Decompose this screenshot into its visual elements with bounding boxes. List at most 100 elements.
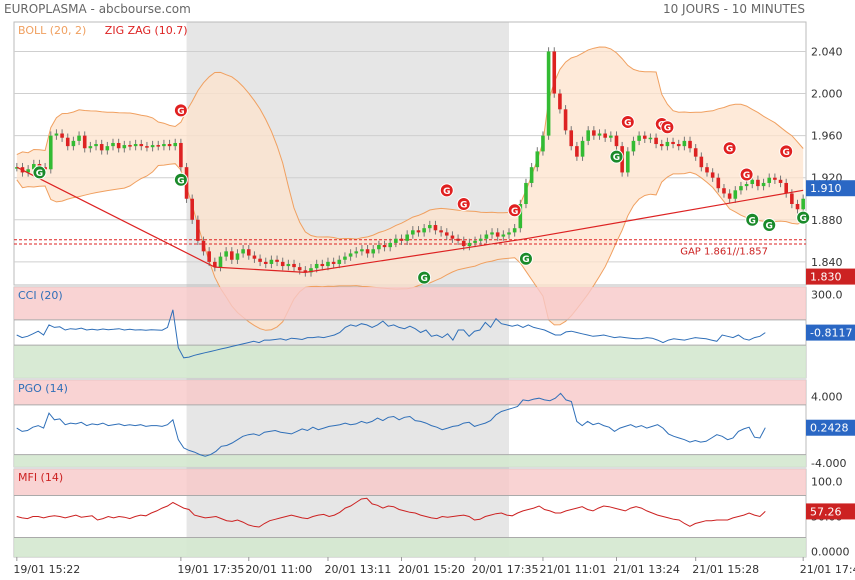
candle-body xyxy=(558,93,562,110)
signal-r-marker xyxy=(660,120,675,135)
price-tick-label: 1.880 xyxy=(811,214,843,227)
candle-body xyxy=(116,142,121,149)
candle-body xyxy=(552,51,557,94)
mfi-tick-label: 100.0 xyxy=(811,476,843,489)
candle-body xyxy=(71,140,76,147)
cci-tick-label: 300.0 xyxy=(811,289,843,302)
signal-r-marker-letter: G xyxy=(460,200,467,210)
signal-r-marker xyxy=(739,167,754,182)
candle-body xyxy=(637,135,641,141)
signal-r-marker xyxy=(620,114,635,129)
candle-body xyxy=(156,145,161,147)
signal-g-marker-letter: G xyxy=(799,214,806,224)
signal-r-marker xyxy=(507,203,522,218)
pgo-tick-label: 4.000 xyxy=(811,391,843,404)
candle-body xyxy=(405,234,409,241)
candle-body xyxy=(399,238,404,241)
mfi-line xyxy=(16,497,766,528)
candle-body xyxy=(337,259,342,264)
candle-body xyxy=(105,146,110,151)
signal-g-marker xyxy=(518,251,533,266)
candle-body xyxy=(490,232,494,235)
price-tick-label: 1.960 xyxy=(811,130,843,143)
candle-body xyxy=(535,151,540,168)
candle-body xyxy=(790,193,794,204)
candle-body xyxy=(292,263,296,268)
candle-body xyxy=(331,261,336,264)
candle-body xyxy=(150,145,155,148)
candle-body xyxy=(275,259,279,262)
candle-body xyxy=(456,238,460,241)
candle-body xyxy=(699,156,704,168)
signal-g-marker-letter: G xyxy=(749,216,756,226)
candle-body xyxy=(478,238,483,241)
price-tick-label: 2.000 xyxy=(811,88,843,101)
candle-body xyxy=(263,261,268,264)
candle-body xyxy=(309,268,313,273)
candle-body xyxy=(597,133,602,136)
signal-r-marker xyxy=(722,141,737,156)
candle-body xyxy=(512,228,517,233)
x-tick-label: 20/01 15:20 xyxy=(398,563,465,576)
candle-body xyxy=(563,109,568,131)
candle-body xyxy=(241,249,245,254)
candle-body xyxy=(716,177,721,189)
candle-body xyxy=(162,144,166,147)
candle-body xyxy=(603,133,607,138)
pgo-line xyxy=(16,392,766,457)
candle-body xyxy=(235,253,240,260)
signal-r-marker-letter: G xyxy=(443,187,450,197)
candle-body xyxy=(15,167,19,169)
candle-body xyxy=(665,141,670,147)
signal-r-marker-letter: G xyxy=(664,124,671,134)
candle-body xyxy=(26,169,30,173)
cci-oversold-zone xyxy=(14,345,806,378)
cci-line xyxy=(16,309,766,359)
candle-body xyxy=(444,232,449,236)
candle-body xyxy=(428,225,432,229)
legend-entry: ZIG ZAG (10.7) xyxy=(105,24,188,37)
cci-title: CCI (20) xyxy=(18,289,63,302)
signal-g-marker-letter: G xyxy=(177,176,184,186)
period-label: 10 JOURS - 10 MINUTES xyxy=(662,2,805,16)
x-tick-label: 21/01 13:24 xyxy=(613,563,680,576)
candle-body xyxy=(501,234,506,237)
x-tick-label: 20/01 17:35 xyxy=(472,563,539,576)
candle-body xyxy=(201,240,206,252)
signal-g-marker-letter: G xyxy=(522,255,529,265)
signal-r-marker-letter: G xyxy=(743,171,750,181)
x-tick-label: 21/01 11:01 xyxy=(539,563,606,576)
candle-body xyxy=(654,137,658,145)
candle-body xyxy=(128,145,132,147)
low-price-value: 1.830 xyxy=(810,271,842,284)
candle-body xyxy=(280,261,285,267)
signal-g-marker xyxy=(762,218,777,233)
candle-body xyxy=(252,255,257,259)
signal-g-marker-letter: G xyxy=(420,274,427,284)
candle-body xyxy=(43,167,47,170)
candle-body xyxy=(122,145,127,149)
candle-body xyxy=(609,135,613,138)
candle-body xyxy=(314,263,319,269)
candle-body xyxy=(586,130,590,141)
low-price-badge xyxy=(806,268,855,285)
cci-last-badge xyxy=(806,324,855,341)
bollinger-upper xyxy=(16,46,804,240)
candle-body xyxy=(705,167,709,173)
bollinger-fill xyxy=(16,47,804,331)
candle-body xyxy=(145,146,149,148)
candle-body xyxy=(744,184,749,187)
price-tick-label: 2.040 xyxy=(811,45,843,58)
candle-body xyxy=(269,259,274,264)
candle-body xyxy=(213,261,217,268)
signal-g-marker xyxy=(173,172,188,187)
signal-g-marker xyxy=(32,165,47,180)
signal-r-marker-letter: G xyxy=(783,148,790,158)
mfi-overbought-zone xyxy=(14,469,806,496)
candle-body xyxy=(518,203,523,229)
price-tick-label: 1.840 xyxy=(811,256,843,269)
candle-body xyxy=(626,151,630,173)
chart-title: EUROPLASMA - abcbourse.com xyxy=(4,2,191,16)
candle-body xyxy=(473,240,477,243)
candle-body xyxy=(111,142,115,147)
